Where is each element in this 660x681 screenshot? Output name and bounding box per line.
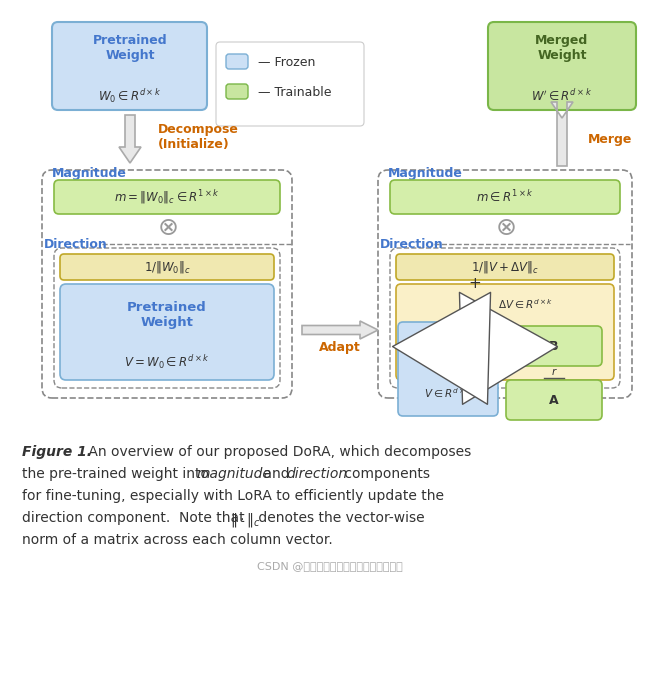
Text: A: A	[549, 394, 559, 407]
Text: Direction: Direction	[44, 238, 108, 251]
Text: $V \in R^{d\times k}$: $V \in R^{d\times k}$	[424, 386, 472, 400]
Text: $\Delta V \in R^{d\times k}$: $\Delta V \in R^{d\times k}$	[498, 297, 553, 311]
Text: $\otimes$: $\otimes$	[156, 216, 178, 240]
FancyBboxPatch shape	[506, 380, 602, 420]
Text: Pretrained
Weight: Pretrained Weight	[92, 34, 168, 62]
Text: the pre-trained weight into: the pre-trained weight into	[22, 467, 213, 481]
Text: and: and	[259, 467, 294, 481]
Text: Adapt: Adapt	[319, 341, 361, 355]
Text: Merge: Merge	[588, 133, 632, 146]
Text: Pretrained
Weight: Pretrained Weight	[127, 301, 207, 329]
Text: CSDN @哈都会一点的老程，自在地镜强者: CSDN @哈都会一点的老程，自在地镜强者	[257, 561, 403, 571]
Text: $1/\|W_0\|_c$: $1/\|W_0\|_c$	[143, 259, 191, 275]
Text: $W_0 \in R^{d\times k}$: $W_0 \in R^{d\times k}$	[98, 87, 162, 105]
Text: — Frozen: — Frozen	[258, 57, 315, 69]
Text: Pretrained
Weight: Pretrained Weight	[415, 339, 481, 361]
Text: $\|\cdot\|_c$: $\|\cdot\|_c$	[230, 511, 261, 529]
Text: denotes the vector-wise: denotes the vector-wise	[254, 511, 424, 525]
Text: norm of a matrix across each column vector.: norm of a matrix across each column vect…	[22, 533, 333, 547]
FancyBboxPatch shape	[396, 284, 614, 380]
Text: $m \in R^{1\times k}$: $m \in R^{1\times k}$	[476, 189, 534, 205]
Polygon shape	[302, 321, 378, 339]
FancyBboxPatch shape	[60, 254, 274, 280]
FancyBboxPatch shape	[506, 326, 602, 366]
Text: magnitude: magnitude	[197, 467, 272, 481]
Text: direction: direction	[286, 467, 347, 481]
FancyBboxPatch shape	[398, 322, 498, 416]
Polygon shape	[551, 102, 573, 166]
Text: $1/\|V + \Delta V\|_c$: $1/\|V + \Delta V\|_c$	[471, 259, 539, 275]
Text: Merged
Weight: Merged Weight	[535, 34, 589, 62]
Text: Magnitude: Magnitude	[52, 166, 127, 180]
FancyBboxPatch shape	[488, 22, 636, 110]
Text: Magnitude: Magnitude	[388, 166, 463, 180]
Text: Direction: Direction	[380, 238, 444, 251]
FancyBboxPatch shape	[60, 284, 274, 380]
Text: $\otimes$: $\otimes$	[494, 216, 515, 240]
FancyBboxPatch shape	[54, 180, 280, 214]
Text: direction component.  Note that: direction component. Note that	[22, 511, 249, 525]
FancyBboxPatch shape	[52, 22, 207, 110]
Text: for fine-tuning, especially with LoRA to efficiently update the: for fine-tuning, especially with LoRA to…	[22, 489, 444, 503]
Text: Figure 1.: Figure 1.	[22, 445, 92, 459]
Text: r: r	[552, 367, 556, 377]
Text: $W' \in R^{d\times k}$: $W' \in R^{d\times k}$	[531, 88, 593, 104]
Text: — Trainable: — Trainable	[258, 86, 331, 99]
FancyBboxPatch shape	[390, 180, 620, 214]
FancyBboxPatch shape	[226, 84, 248, 99]
Polygon shape	[119, 115, 141, 163]
FancyBboxPatch shape	[396, 254, 614, 280]
Text: $m = \|W_0\|_c \in R^{1\times k}$: $m = \|W_0\|_c \in R^{1\times k}$	[114, 188, 220, 206]
Text: $V = W_0 \in R^{d\times k}$: $V = W_0 \in R^{d\times k}$	[124, 353, 210, 371]
FancyBboxPatch shape	[226, 54, 248, 69]
Text: Decompose
(Initialize): Decompose (Initialize)	[158, 123, 239, 151]
Text: An overview of our proposed DoRA, which decomposes: An overview of our proposed DoRA, which …	[84, 445, 471, 459]
Text: B: B	[549, 340, 559, 353]
Text: components: components	[340, 467, 430, 481]
Text: $+$: $+$	[469, 276, 482, 291]
